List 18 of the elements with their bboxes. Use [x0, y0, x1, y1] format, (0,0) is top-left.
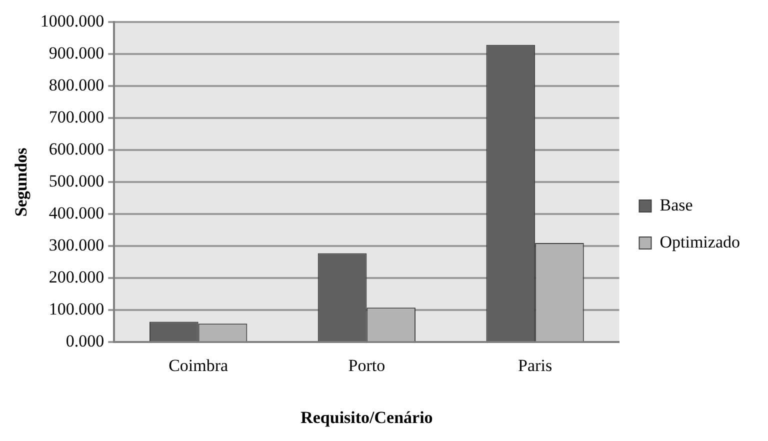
y-tick-label: 100.000	[48, 300, 104, 319]
y-axis-title: Segundos	[12, 147, 31, 217]
y-tick-label: 900.000	[48, 44, 104, 63]
y-tick-label: 200.000	[48, 268, 104, 287]
y-tick-label: 500.000	[48, 172, 104, 191]
legend-label: Optimizado	[660, 232, 740, 252]
x-tick-label: Coimbra	[168, 356, 229, 375]
x-axis-title: Requisito/Cenário	[300, 408, 433, 428]
y-tick-label: 0.000	[66, 332, 104, 351]
x-tick-label: Porto	[348, 356, 386, 375]
y-tick-label: 600.000	[48, 140, 104, 159]
x-tick-label: Paris	[518, 356, 552, 375]
y-tick-label: 300.000	[48, 236, 104, 255]
legend-label: Base	[660, 195, 693, 214]
y-tick-label: 700.000	[48, 108, 104, 127]
y-tick-label: 800.000	[48, 76, 104, 95]
y-tick-label: 1000.000	[40, 12, 104, 31]
y-tick-label: 400.000	[48, 204, 104, 223]
